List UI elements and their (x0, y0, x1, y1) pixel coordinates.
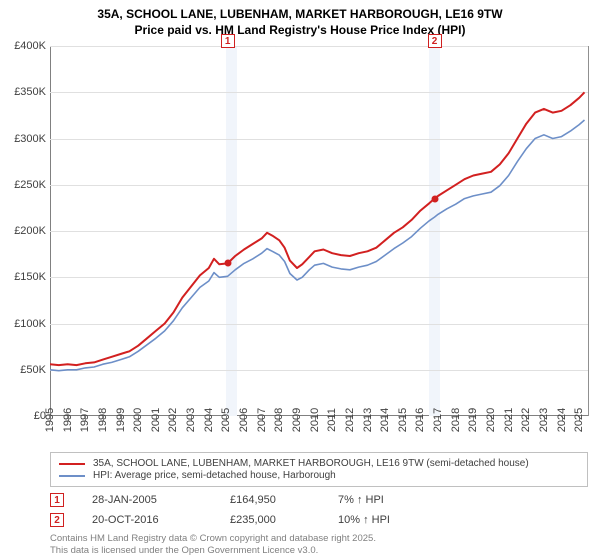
chart-title: 35A, SCHOOL LANE, LUBENHAM, MARKET HARBO… (0, 0, 600, 38)
sale-row-price: £164,950 (230, 494, 310, 506)
sale-marker-dot (224, 260, 231, 267)
sale-row-hpi: 7% ↑ HPI (338, 494, 428, 506)
chart-lines (50, 46, 588, 416)
y-tick-label: £300K (14, 133, 46, 145)
title-line-1: 35A, SCHOOL LANE, LUBENHAM, MARKET HARBO… (0, 6, 600, 22)
sale-row-marker: 1 (50, 493, 64, 507)
y-tick-label: £400K (14, 40, 46, 52)
sale-row: 1 28-JAN-2005 £164,950 7% ↑ HPI (50, 493, 588, 507)
legend-label-property: 35A, SCHOOL LANE, LUBENHAM, MARKET HARBO… (93, 458, 529, 469)
credit-line-1: Contains HM Land Registry data © Crown c… (50, 533, 588, 545)
credit-line-2: This data is licensed under the Open Gov… (50, 545, 588, 557)
y-tick-label: £50K (20, 364, 46, 376)
chart-plot-area: £0£50K£100K£150K£200K£250K£300K£350K£400… (50, 46, 589, 416)
legend-panel: 35A, SCHOOL LANE, LUBENHAM, MARKET HARBO… (50, 452, 588, 558)
y-tick-label: £100K (14, 318, 46, 330)
legend-label-hpi: HPI: Average price, semi-detached house,… (93, 470, 336, 481)
legend-row-property: 35A, SCHOOL LANE, LUBENHAM, MARKET HARBO… (59, 458, 579, 469)
sale-marker-box: 1 (221, 34, 235, 48)
sale-marker-dot (431, 195, 438, 202)
series-line-price_paid (50, 92, 585, 365)
data-credit: Contains HM Land Registry data © Crown c… (50, 533, 588, 558)
y-tick-label: £250K (14, 179, 46, 191)
sale-row: 2 20-OCT-2016 £235,000 10% ↑ HPI (50, 513, 588, 527)
legend-swatch-property (59, 463, 85, 465)
sale-row-date: 20-OCT-2016 (92, 514, 202, 526)
y-tick-label: £150K (14, 271, 46, 283)
legend-box: 35A, SCHOOL LANE, LUBENHAM, MARKET HARBO… (50, 452, 588, 487)
sale-row-hpi: 10% ↑ HPI (338, 514, 428, 526)
sale-row-price: £235,000 (230, 514, 310, 526)
y-tick-label: £200K (14, 225, 46, 237)
sale-row-marker: 2 (50, 513, 64, 527)
title-line-2: Price paid vs. HM Land Registry's House … (0, 22, 600, 38)
legend-swatch-hpi (59, 475, 85, 477)
sale-marker-box: 2 (428, 34, 442, 48)
sale-row-date: 28-JAN-2005 (92, 494, 202, 506)
y-tick-label: £350K (14, 86, 46, 98)
legend-row-hpi: HPI: Average price, semi-detached house,… (59, 470, 579, 481)
